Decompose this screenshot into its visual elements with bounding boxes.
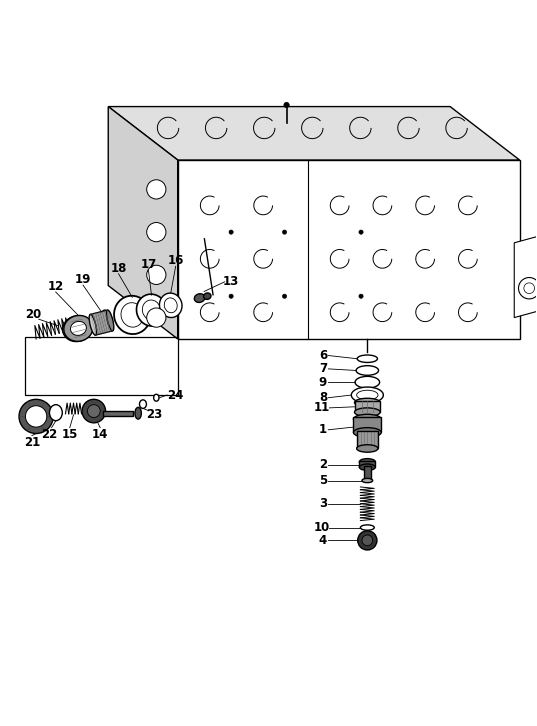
Text: 10: 10 <box>314 521 330 534</box>
Circle shape <box>88 404 100 417</box>
Bar <box>357 431 378 449</box>
Polygon shape <box>514 234 537 317</box>
Circle shape <box>147 308 166 327</box>
Bar <box>104 410 133 416</box>
Ellipse shape <box>353 428 381 437</box>
Ellipse shape <box>359 464 375 470</box>
Ellipse shape <box>356 366 379 375</box>
Text: 9: 9 <box>319 376 327 388</box>
Ellipse shape <box>354 408 380 417</box>
Text: 20: 20 <box>25 309 41 322</box>
Text: 8: 8 <box>319 391 327 404</box>
Ellipse shape <box>354 399 380 407</box>
Circle shape <box>147 180 166 199</box>
Ellipse shape <box>64 315 93 341</box>
Ellipse shape <box>63 316 92 342</box>
Text: 14: 14 <box>92 428 108 441</box>
Ellipse shape <box>106 310 114 331</box>
Circle shape <box>282 294 287 298</box>
Ellipse shape <box>142 300 161 320</box>
Polygon shape <box>108 107 520 160</box>
Ellipse shape <box>362 478 373 483</box>
Ellipse shape <box>70 322 86 335</box>
Text: 22: 22 <box>41 428 57 441</box>
Text: 3: 3 <box>319 497 327 510</box>
Circle shape <box>359 230 363 234</box>
Text: 6: 6 <box>319 349 327 362</box>
Ellipse shape <box>194 294 205 303</box>
Circle shape <box>82 399 106 423</box>
Ellipse shape <box>164 298 177 313</box>
Circle shape <box>25 406 47 427</box>
Circle shape <box>229 230 233 234</box>
Polygon shape <box>108 107 178 339</box>
Ellipse shape <box>357 391 378 400</box>
Ellipse shape <box>357 445 378 452</box>
Circle shape <box>519 277 537 299</box>
Text: 18: 18 <box>110 262 127 275</box>
Bar <box>354 401 380 412</box>
Circle shape <box>19 399 53 433</box>
Text: 7: 7 <box>319 362 327 375</box>
Ellipse shape <box>359 459 375 465</box>
Polygon shape <box>178 160 520 339</box>
Text: 4: 4 <box>319 534 327 547</box>
Ellipse shape <box>102 310 112 331</box>
Circle shape <box>362 535 373 546</box>
Text: 13: 13 <box>223 275 239 288</box>
Circle shape <box>524 283 534 293</box>
Circle shape <box>284 102 289 107</box>
Ellipse shape <box>159 293 182 317</box>
Text: 21: 21 <box>24 436 40 449</box>
Text: 1: 1 <box>319 423 327 436</box>
Bar <box>364 465 371 481</box>
Circle shape <box>229 294 233 298</box>
Circle shape <box>358 531 377 550</box>
Text: 2: 2 <box>319 458 327 471</box>
Ellipse shape <box>140 400 147 409</box>
Ellipse shape <box>135 407 141 419</box>
Ellipse shape <box>360 525 374 530</box>
Ellipse shape <box>353 415 381 424</box>
Ellipse shape <box>49 404 62 420</box>
Circle shape <box>147 222 166 242</box>
Text: 5: 5 <box>319 474 327 487</box>
Text: 24: 24 <box>167 388 183 401</box>
Circle shape <box>282 230 287 234</box>
Text: 11: 11 <box>314 401 330 415</box>
Bar <box>353 417 381 433</box>
Circle shape <box>359 294 363 298</box>
Text: 15: 15 <box>62 428 78 441</box>
Ellipse shape <box>114 295 150 334</box>
Text: 19: 19 <box>75 273 91 286</box>
Ellipse shape <box>355 376 380 388</box>
Polygon shape <box>90 310 113 335</box>
Ellipse shape <box>121 303 143 327</box>
Ellipse shape <box>136 294 166 326</box>
Ellipse shape <box>351 387 383 403</box>
Text: 17: 17 <box>140 258 157 272</box>
Ellipse shape <box>89 314 97 335</box>
Text: 23: 23 <box>147 408 163 421</box>
Circle shape <box>147 265 166 285</box>
Bar <box>359 461 375 467</box>
Ellipse shape <box>154 394 159 401</box>
Text: 12: 12 <box>48 280 64 293</box>
Bar <box>25 338 178 395</box>
Ellipse shape <box>357 355 378 362</box>
Ellipse shape <box>204 293 211 299</box>
Text: 16: 16 <box>168 254 184 267</box>
